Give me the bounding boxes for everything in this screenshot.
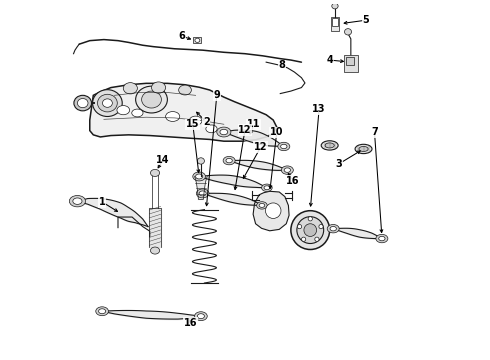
Polygon shape bbox=[195, 176, 207, 199]
Ellipse shape bbox=[197, 158, 204, 164]
Text: 8: 8 bbox=[279, 60, 286, 70]
Ellipse shape bbox=[281, 144, 287, 149]
Ellipse shape bbox=[136, 86, 168, 113]
Ellipse shape bbox=[284, 168, 291, 172]
Ellipse shape bbox=[304, 224, 317, 237]
Text: 1: 1 bbox=[99, 197, 105, 207]
Ellipse shape bbox=[197, 314, 204, 319]
Ellipse shape bbox=[193, 172, 205, 181]
Text: 7: 7 bbox=[371, 127, 378, 137]
Ellipse shape bbox=[321, 141, 338, 150]
Bar bbox=[194, 37, 201, 43]
Ellipse shape bbox=[74, 95, 92, 111]
Ellipse shape bbox=[291, 211, 330, 249]
Ellipse shape bbox=[226, 158, 232, 163]
Ellipse shape bbox=[150, 170, 160, 176]
Text: 13: 13 bbox=[312, 104, 326, 114]
Text: 3: 3 bbox=[335, 159, 342, 169]
Ellipse shape bbox=[217, 127, 231, 137]
Ellipse shape bbox=[150, 247, 160, 254]
Ellipse shape bbox=[223, 156, 235, 165]
Ellipse shape bbox=[266, 203, 281, 219]
Ellipse shape bbox=[196, 189, 209, 198]
Bar bbox=[344, 55, 358, 72]
Ellipse shape bbox=[123, 83, 137, 94]
Ellipse shape bbox=[355, 144, 372, 154]
Ellipse shape bbox=[257, 202, 267, 209]
Ellipse shape bbox=[297, 217, 324, 243]
Ellipse shape bbox=[98, 309, 106, 314]
Text: 14: 14 bbox=[156, 154, 170, 165]
Ellipse shape bbox=[332, 3, 338, 9]
Ellipse shape bbox=[315, 237, 319, 241]
Ellipse shape bbox=[132, 109, 143, 117]
Ellipse shape bbox=[308, 217, 313, 221]
Ellipse shape bbox=[189, 116, 202, 125]
Ellipse shape bbox=[77, 99, 88, 108]
Ellipse shape bbox=[93, 90, 122, 117]
Text: 2: 2 bbox=[203, 117, 210, 127]
Text: 16: 16 bbox=[286, 176, 299, 186]
Ellipse shape bbox=[297, 225, 302, 229]
Text: 11: 11 bbox=[247, 119, 261, 129]
Ellipse shape bbox=[179, 85, 192, 95]
Ellipse shape bbox=[264, 186, 270, 190]
Ellipse shape bbox=[259, 203, 265, 207]
Bar bbox=[331, 17, 339, 31]
Text: 16: 16 bbox=[184, 318, 197, 328]
Ellipse shape bbox=[195, 38, 200, 42]
Text: 10: 10 bbox=[270, 127, 284, 138]
Ellipse shape bbox=[330, 226, 336, 231]
Ellipse shape bbox=[151, 82, 166, 93]
Ellipse shape bbox=[195, 312, 207, 321]
Text: 15: 15 bbox=[186, 119, 199, 129]
Ellipse shape bbox=[376, 234, 388, 243]
Text: 12: 12 bbox=[254, 142, 268, 152]
Ellipse shape bbox=[327, 225, 339, 233]
Ellipse shape bbox=[344, 29, 351, 35]
Ellipse shape bbox=[199, 191, 206, 196]
Ellipse shape bbox=[196, 174, 203, 179]
Ellipse shape bbox=[166, 112, 180, 121]
Text: 4: 4 bbox=[326, 55, 333, 65]
Text: 9: 9 bbox=[214, 90, 220, 100]
Bar bbox=[346, 58, 354, 66]
Ellipse shape bbox=[69, 195, 86, 207]
Ellipse shape bbox=[206, 125, 217, 133]
Text: 12: 12 bbox=[238, 125, 252, 135]
Bar bbox=[332, 18, 338, 26]
Ellipse shape bbox=[220, 129, 228, 135]
Ellipse shape bbox=[278, 142, 290, 151]
Ellipse shape bbox=[142, 91, 161, 108]
Ellipse shape bbox=[73, 198, 82, 204]
Ellipse shape bbox=[325, 143, 334, 148]
Ellipse shape bbox=[98, 94, 117, 112]
Ellipse shape bbox=[281, 166, 294, 174]
Ellipse shape bbox=[262, 184, 272, 192]
Ellipse shape bbox=[301, 237, 306, 241]
Text: 6: 6 bbox=[178, 31, 185, 41]
Ellipse shape bbox=[102, 99, 112, 107]
Polygon shape bbox=[90, 83, 277, 141]
Text: 5: 5 bbox=[363, 15, 369, 25]
Ellipse shape bbox=[319, 225, 323, 229]
Ellipse shape bbox=[117, 105, 130, 115]
Polygon shape bbox=[253, 191, 289, 231]
Ellipse shape bbox=[359, 147, 368, 152]
Ellipse shape bbox=[379, 237, 385, 241]
Ellipse shape bbox=[96, 307, 108, 316]
